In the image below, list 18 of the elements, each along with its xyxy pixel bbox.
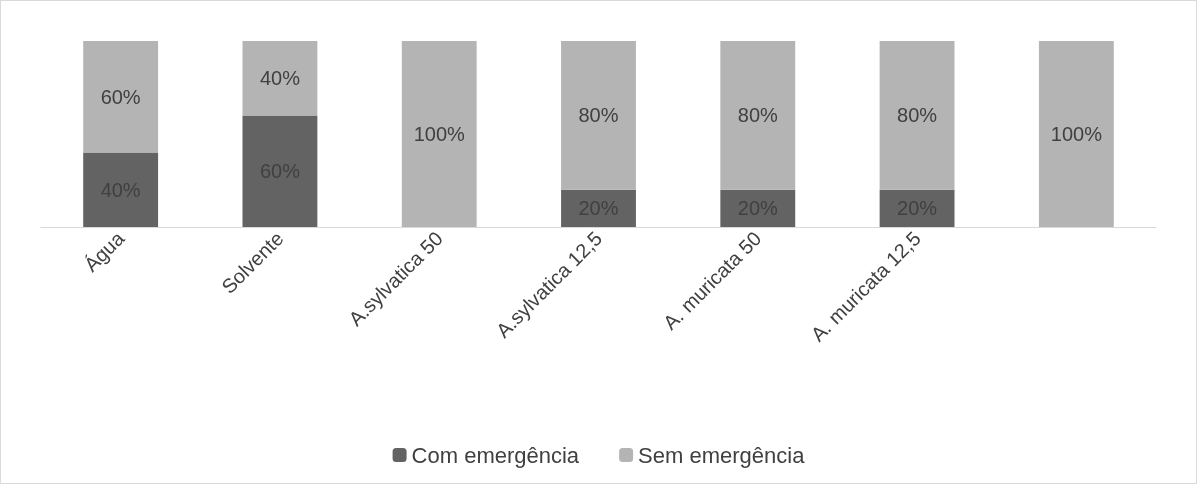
data-label: 100% — [413, 123, 466, 145]
data-label: 100% — [1050, 123, 1103, 145]
bar — [561, 41, 636, 190]
bar — [83, 41, 159, 153]
bar — [83, 152, 159, 227]
data-label: 80% — [578, 104, 619, 127]
bar — [1038, 41, 1114, 227]
bar — [242, 41, 318, 116]
data-label: 60% — [100, 85, 141, 108]
data-label: 80% — [897, 104, 938, 127]
bar — [879, 41, 955, 190]
legend-label: Sem emergência — [638, 442, 806, 468]
bar — [401, 41, 477, 227]
bar — [720, 41, 796, 190]
bar — [242, 115, 318, 227]
data-label: 80% — [737, 104, 779, 127]
legend-label: Com emergência — [411, 442, 580, 468]
data-label: 40% — [259, 67, 301, 90]
